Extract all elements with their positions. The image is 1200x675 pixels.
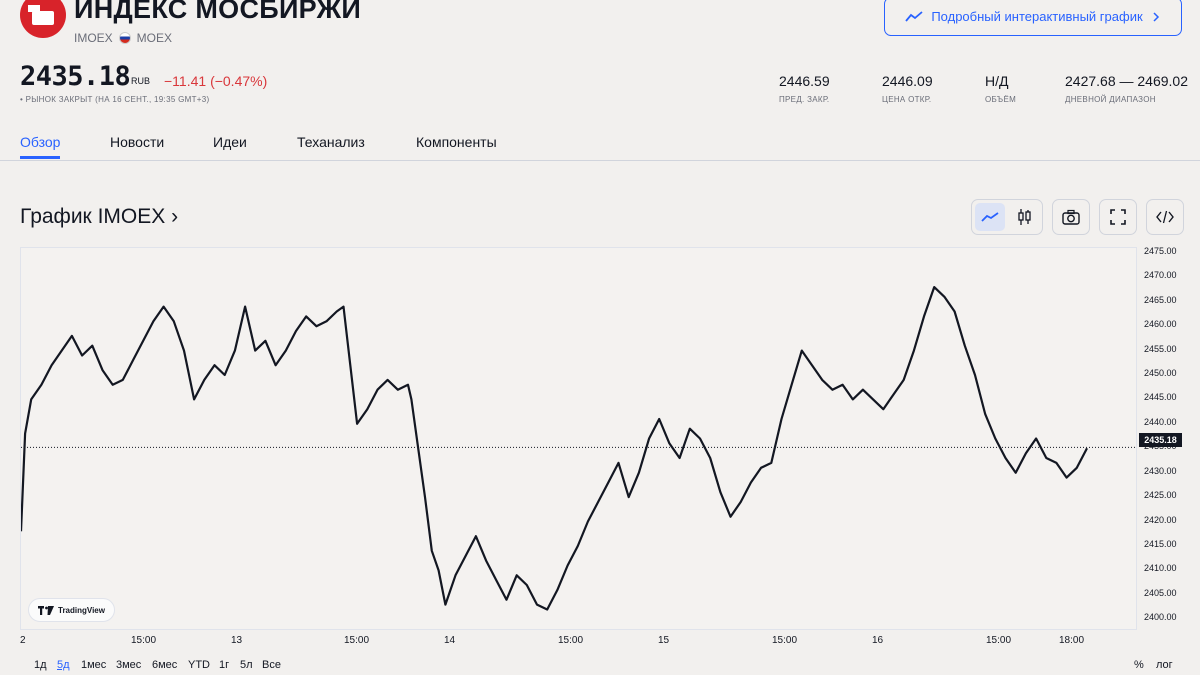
range-3m[interactable]: 3мес [116,659,142,671]
stat-label: ПРЕД. ЗАКР. [779,95,830,104]
range-6m[interactable]: 6мес [152,659,178,671]
y-tick-label: 2410.00 [1144,563,1177,574]
interactive-chart-label: Подробный интерактивный график [931,9,1143,24]
ticker-line: IMOEX MOEX [74,31,172,45]
y-tick-label: 2465.00 [1144,294,1177,305]
tab-bar: Обзор Новости Идеи Теханализ Компоненты [0,125,1200,161]
x-tick-label: 15 [658,635,670,646]
active-tab-indicator [20,156,60,159]
tradingview-watermark[interactable]: TradingView [28,598,115,622]
y-tick-label: 2405.00 [1144,587,1177,598]
x-tick-label: 16 [872,635,884,646]
x-tick-label: 13 [231,635,243,646]
stat-value: Н/Д [985,73,1009,89]
tab-components[interactable]: Компоненты [416,134,497,150]
y-tick-label: 2400.00 [1144,612,1177,623]
fullscreen-icon [1110,209,1126,225]
tab-ideas[interactable]: Идеи [213,134,247,150]
fullscreen-button[interactable] [1099,199,1137,235]
y-tick-label: 2440.00 [1144,416,1177,427]
stat-open: 2446.09 ЦЕНА ОТКР. [882,73,933,104]
stat-label: ОБЪЁМ [985,95,1017,104]
line-chart-icon [981,212,999,222]
russia-flag-icon [118,32,131,44]
stat-day-range: 2427.68 — 2469.02 ДНЕВНОЙ ДИАПАЗОН [1065,73,1188,104]
x-tick-label: 18:00 [1059,635,1085,646]
chart-plot-area[interactable] [19,247,1137,630]
price-chart [19,285,1136,611]
y-tick-label: 2445.00 [1144,392,1177,403]
candles-icon [1018,209,1031,225]
tab-overview[interactable]: Обзор [20,134,61,150]
chevron-right-icon [1153,11,1159,22]
y-tick-label: 2430.00 [1144,465,1177,476]
embed-code-icon [1156,210,1174,224]
chart-style-group [971,199,1043,235]
range-5d[interactable]: 5д [57,659,70,671]
candles-button[interactable] [1010,203,1040,231]
stat-prev-close: 2446.59 ПРЕД. ЗАКР. [779,73,830,104]
y-tick-label: 2420.00 [1144,514,1177,525]
page-title: ИНДЕКС МОСБИРЖИ [74,0,362,24]
chart-section-title[interactable]: График IMOEX › [20,205,179,228]
y-tick-label: 2460.00 [1144,319,1177,330]
change-value: −11.41 [164,73,207,89]
range-5y[interactable]: 5л [240,659,253,671]
range-ytd[interactable]: YTD [188,659,210,671]
x-tick-label: 15:00 [986,635,1012,646]
stat-value: 2446.09 [882,73,933,89]
trend-line-icon [905,10,923,22]
x-tick-label: 2 [20,635,26,646]
tab-news[interactable]: Новости [110,134,165,150]
y-tick-label: 2450.00 [1144,368,1177,378]
stat-value: 2446.59 [779,73,830,89]
currency-label: RUB [131,76,151,86]
range-all[interactable]: Все [262,659,281,671]
last-price: 2435.18 [20,61,131,92]
camera-icon [1062,209,1080,225]
embed-button[interactable] [1146,199,1184,235]
x-tick-label: 14 [444,635,456,646]
price-series-line [19,285,1088,611]
y-tick-label: 2425.00 [1144,490,1177,501]
snapshot-button[interactable] [1052,199,1090,235]
x-tick-label: 15:00 [772,635,798,646]
stat-label: ДНЕВНОЙ ДИАПАЗОН [1065,95,1156,104]
range-1m[interactable]: 1мес [81,659,107,671]
exchange-label[interactable]: MOEX [136,31,173,45]
x-tick-label: 15:00 [344,635,370,646]
range-1y[interactable]: 1г [219,659,230,671]
price-change: −11.41 (−0.47%) [164,73,267,89]
line-chart-button[interactable] [975,203,1005,231]
moex-logo [20,0,66,38]
last-price-marker: 2435.18 [1139,433,1182,447]
symbol-label[interactable]: IMOEX [74,31,113,45]
y-tick-label: 2475.00 [1144,245,1177,256]
y-tick-label: 2415.00 [1144,538,1177,549]
y-tick-label: 2455.00 [1144,343,1177,354]
market-status: • РЫНОК ЗАКРЫТ (НА 16 СЕНТ., 19:35 GMT+3… [20,95,210,104]
watermark-text: TradingView [58,605,105,615]
y-tick-label: 2470.00 [1144,270,1177,281]
tab-technicals[interactable]: Теханализ [297,134,365,150]
percent-scale-toggle[interactable]: % [1134,659,1144,671]
stat-label: ЦЕНА ОТКР. [882,95,932,104]
change-percent: (−0.47%) [210,73,268,89]
stat-volume: Н/Д ОБЪЁМ [985,73,1016,104]
tradingview-logo-icon [38,605,54,615]
x-tick-label: 15:00 [558,635,584,646]
stat-value: 2427.68 — 2469.02 [1065,73,1188,89]
interactive-chart-button[interactable]: Подробный интерактивный график [884,0,1182,36]
range-1d[interactable]: 1д [34,659,47,671]
log-scale-toggle[interactable]: лог [1156,659,1173,671]
x-tick-label: 15:00 [131,635,157,646]
